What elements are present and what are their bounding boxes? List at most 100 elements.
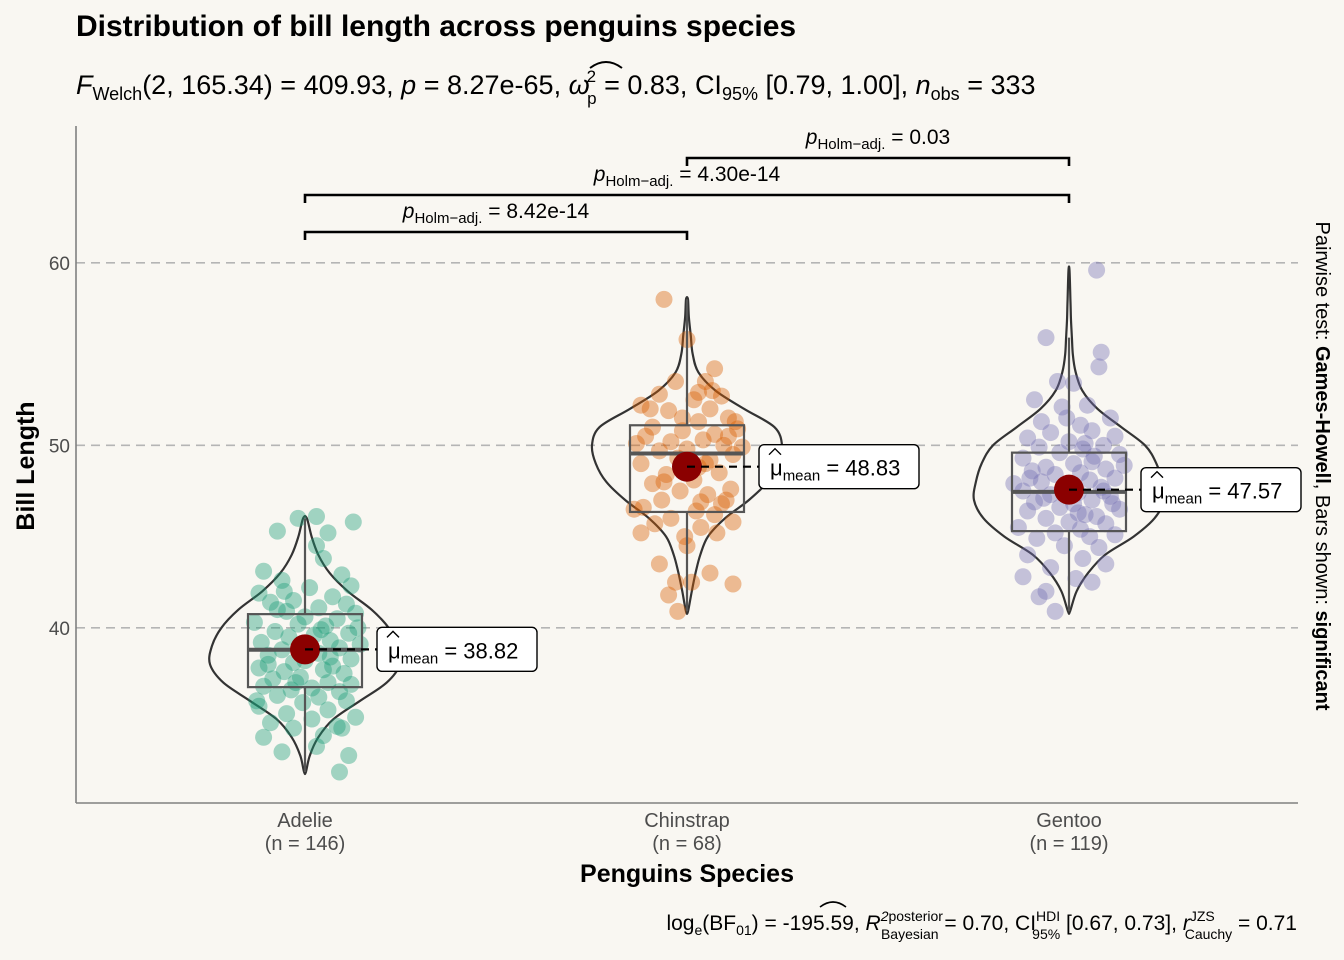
point-chinstrap: [650, 385, 668, 403]
point-gentoo: [1046, 524, 1064, 542]
subtitle-es-sub: p: [587, 89, 596, 108]
subtitle-es-sup: 2: [587, 67, 596, 86]
point-gentoo: [1005, 475, 1023, 493]
point-chinstrap: [701, 451, 719, 469]
point-chinstrap: [671, 482, 689, 500]
point-gentoo: [1097, 460, 1115, 478]
chart-subtitle: FWelch(2, 165.34) = 409.93, p = 8.27e-65…: [76, 61, 1036, 108]
point-gentoo: [1014, 568, 1032, 586]
point-chinstrap: [673, 409, 691, 427]
point-adelie: [266, 622, 284, 640]
y-tick-label-40: 40: [49, 619, 70, 640]
caption-r2-sub: Bayesian: [881, 926, 939, 942]
subtitle-es-label: ω: [569, 70, 590, 100]
bracket-label-adelie-gentoo: pHolm−adj. = 4.30e-14: [593, 163, 781, 190]
grid-lines: [76, 262, 1298, 629]
subtitle-n-label: n: [916, 70, 931, 100]
point-gentoo: [1032, 473, 1050, 491]
point-gentoo: [1106, 469, 1124, 487]
point-adelie: [324, 657, 342, 675]
point-gentoo: [1042, 559, 1060, 577]
point-chinstrap: [696, 372, 714, 390]
caption-bf-label: log: [666, 912, 694, 935]
point-chinstrap: [685, 391, 703, 409]
svg-text:loge(BF01) = -195.59, R2poster: loge(BF01) = -195.59, R2posterior Bayesia…: [666, 908, 1297, 942]
caption-ci-sub: 95%: [1032, 926, 1060, 942]
point-adelie: [308, 537, 325, 555]
point-chinstrap: [655, 290, 673, 308]
point-adelie: [268, 522, 286, 540]
y-tick-label-60: 60: [49, 254, 70, 275]
svg-text:FWelch(2, 165.34) = 409.93, p: FWelch(2, 165.34) = 409.93, p = 8.27e-65…: [76, 67, 1036, 108]
caption-ci-sup: HDI: [1036, 908, 1060, 924]
point-gentoo: [1083, 491, 1101, 509]
subtitle-df: (2, 165.34): [142, 70, 273, 100]
x-tick-label-gentoo: Gentoo: [1036, 810, 1102, 832]
point-gentoo: [1037, 509, 1055, 527]
point-gentoo: [1081, 528, 1099, 546]
caption-r-sup: JZS: [1190, 908, 1215, 924]
mean-label-chinstrap: μmean = 48.83: [770, 456, 900, 485]
point-adelie: [255, 728, 273, 746]
point-chinstrap: [706, 506, 724, 524]
caption-bf-value: = -195.59,: [765, 912, 860, 935]
point-adelie: [262, 593, 279, 611]
subtitle-ci-sub: 95%: [722, 84, 758, 104]
point-chinstrap: [632, 524, 650, 542]
point-adelie: [314, 661, 332, 679]
point-adelie: [333, 719, 351, 737]
point-gentoo: [1074, 549, 1092, 567]
point-gentoo: [1032, 413, 1050, 431]
point-chinstrap: [683, 573, 701, 591]
point-adelie: [310, 688, 328, 706]
point-chinstrap: [667, 372, 684, 390]
point-chinstrap: [724, 575, 742, 593]
point-adelie: [340, 747, 358, 765]
point-adelie: [314, 549, 332, 567]
point-chinstrap: [692, 518, 710, 536]
point-adelie: [349, 619, 367, 637]
subtitle-ci-value: [0.79, 1.00],: [765, 70, 908, 100]
point-gentoo: [1083, 422, 1101, 440]
point-chinstrap: [669, 602, 687, 620]
x-axis-title: Penguins Species: [580, 860, 794, 888]
point-chinstrap: [722, 480, 740, 498]
bracket-label-chinstrap-gentoo: pHolm−adj. = 0.03: [805, 126, 950, 153]
mean-hat-gentoo: [1150, 470, 1164, 479]
point-adelie: [278, 705, 296, 723]
point-adelie: [273, 743, 291, 761]
point-gentoo: [1069, 504, 1087, 522]
point-chinstrap: [632, 396, 650, 414]
y-tick-label-50: 50: [49, 436, 70, 457]
point-chinstrap: [690, 383, 707, 401]
point-chinstrap: [692, 493, 710, 511]
point-adelie: [331, 763, 348, 781]
point-gentoo: [1014, 449, 1032, 467]
point-gentoo: [1060, 513, 1078, 531]
point-adelie: [324, 588, 342, 606]
point-gentoo: [1106, 526, 1124, 544]
point-adelie: [294, 694, 312, 712]
point-chinstrap: [701, 400, 719, 418]
point-chinstrap: [713, 495, 730, 513]
point-adelie: [335, 664, 353, 682]
point-gentoo: [1037, 582, 1055, 600]
caption-bf-base: e: [694, 922, 702, 938]
mean-label-box-adelie: [376, 626, 538, 673]
point-adelie: [285, 591, 302, 609]
caption-ci-value: [0.67, 0.73],: [1066, 912, 1177, 935]
point-adelie: [303, 710, 321, 728]
point-gentoo: [1097, 515, 1115, 533]
caption-bf-close: ): [752, 912, 759, 935]
point-chinstrap: [660, 586, 678, 604]
point-gentoo: [1111, 500, 1129, 518]
point-adelie: [278, 602, 296, 620]
point-chinstrap: [703, 382, 721, 400]
bracket-adelie-gentoo: [303, 193, 1071, 203]
point-chinstrap: [653, 491, 671, 509]
point-gentoo: [1111, 445, 1129, 463]
point-gentoo: [1067, 570, 1085, 588]
subtitle-p-value: = 8.27e-65,: [424, 70, 561, 100]
point-chinstrap: [625, 500, 643, 518]
point-chinstrap: [706, 425, 724, 443]
